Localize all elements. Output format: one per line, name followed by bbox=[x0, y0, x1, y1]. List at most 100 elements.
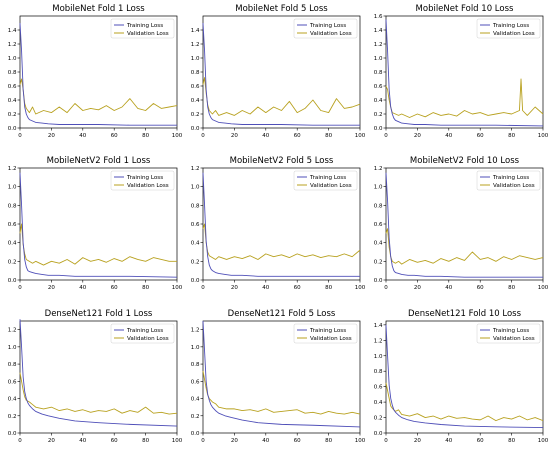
x-tick-label: 60 bbox=[111, 133, 118, 139]
x-tick-label: 0 bbox=[384, 133, 388, 139]
x-tick-label: 0 bbox=[201, 438, 205, 444]
legend-label: Validation Loss bbox=[310, 336, 352, 342]
y-tick-label: 1.4 bbox=[8, 28, 17, 34]
y-tick-label: 0.2 bbox=[8, 112, 17, 118]
x-tick-label: 40 bbox=[262, 285, 269, 291]
loss-panel: DenseNet121 Fold 1 Loss 0.0 0.2 0.4 0.6 0.8 1.… bbox=[8, 309, 183, 444]
y-tick-label: 1.4 bbox=[374, 323, 383, 329]
y-tick-label: 1.2 bbox=[374, 166, 383, 172]
y-tick-label: 0.8 bbox=[191, 203, 200, 209]
x-tick-label: 100 bbox=[538, 285, 549, 291]
y-tick-label: 0.8 bbox=[374, 369, 383, 375]
legend-label: Validation Loss bbox=[127, 336, 169, 342]
x-tick-label: 0 bbox=[384, 438, 388, 444]
legend-label: Training Loss bbox=[492, 23, 529, 29]
x-tick-label: 0 bbox=[18, 285, 22, 291]
y-tick-label: 0.4 bbox=[374, 98, 383, 104]
training-loss-line bbox=[19, 172, 178, 278]
y-tick-label: 0.6 bbox=[191, 84, 200, 90]
x-tick-label: 40 bbox=[262, 133, 269, 139]
legend-label: Validation Loss bbox=[310, 183, 352, 189]
x-tick-label: 60 bbox=[294, 133, 301, 139]
y-tick-label: 0.2 bbox=[374, 416, 383, 422]
loss-panel: MobileNetV2 Fold 1 Loss 0.0 0.2 0.4 0.6 0.8 1.… bbox=[8, 156, 183, 291]
x-tick-label: 80 bbox=[325, 438, 332, 444]
x-tick-label: 40 bbox=[445, 133, 452, 139]
legend-label: Training Loss bbox=[126, 23, 163, 29]
x-tick-label: 60 bbox=[111, 438, 118, 444]
x-tick-label: 60 bbox=[477, 438, 484, 444]
y-tick-label: 0.4 bbox=[374, 241, 383, 247]
loss-panel: DenseNet121 Fold 5 Loss 0.0 0.2 0.4 0.6 0.8 1.… bbox=[191, 309, 366, 444]
validation-loss-line bbox=[385, 382, 544, 422]
x-tick-label: 60 bbox=[294, 285, 301, 291]
x-tick-label: 20 bbox=[231, 133, 238, 139]
legend-label: Training Loss bbox=[309, 328, 346, 334]
y-tick-label: 1.2 bbox=[8, 166, 17, 172]
y-tick-label: 1.4 bbox=[374, 28, 383, 34]
training-loss-line bbox=[202, 22, 360, 126]
y-tick-label: 0.0 bbox=[8, 126, 17, 132]
y-tick-label: 0.4 bbox=[191, 397, 200, 403]
y-tick-label: 1.0 bbox=[374, 354, 383, 360]
x-tick-label: 0 bbox=[201, 285, 205, 291]
y-tick-label: 0.4 bbox=[374, 400, 383, 406]
legend-box bbox=[476, 170, 541, 191]
legend-label: Training Loss bbox=[309, 23, 346, 29]
y-tick-label: 0.4 bbox=[8, 98, 17, 104]
x-tick-label: 40 bbox=[445, 285, 452, 291]
x-tick-label: 40 bbox=[79, 133, 86, 139]
x-tick-label: 100 bbox=[172, 438, 183, 444]
y-tick-label: 1.0 bbox=[8, 56, 17, 62]
y-tick-label: 0.0 bbox=[191, 278, 200, 284]
training-loss-line bbox=[385, 324, 544, 429]
y-tick-label: 0.8 bbox=[191, 362, 200, 368]
y-tick-label: 1.2 bbox=[374, 338, 383, 344]
loss-panel: DenseNet121 Fold 10 Loss 0.0 0.2 0.4 0.6 0.8 1… bbox=[374, 309, 549, 444]
y-tick-label: 0.2 bbox=[374, 112, 383, 118]
legend-label: Training Loss bbox=[126, 328, 163, 334]
x-tick-label: 60 bbox=[294, 438, 301, 444]
training-loss-line bbox=[19, 319, 178, 427]
y-tick-label: 1.0 bbox=[8, 185, 17, 191]
legend-box bbox=[476, 18, 541, 39]
panel-title: MobileNet Fold 5 Loss bbox=[235, 4, 328, 14]
loss-panel: MobileNet Fold 5 Loss 0.0 0.2 0.4 0.6 0.8 1.0 1… bbox=[191, 4, 366, 139]
y-tick-label: 1.2 bbox=[191, 166, 200, 172]
x-tick-label: 80 bbox=[325, 133, 332, 139]
y-tick-label: 0.8 bbox=[8, 362, 17, 368]
validation-loss-line bbox=[385, 228, 544, 265]
y-tick-label: 1.0 bbox=[191, 56, 200, 62]
x-tick-label: 100 bbox=[538, 438, 549, 444]
x-tick-label: 100 bbox=[172, 285, 183, 291]
x-tick-label: 100 bbox=[538, 133, 549, 139]
training-loss-line bbox=[385, 19, 544, 127]
y-tick-label: 0.4 bbox=[191, 241, 200, 247]
x-tick-label: 80 bbox=[325, 285, 332, 291]
x-tick-label: 0 bbox=[384, 285, 388, 291]
training-loss-line bbox=[19, 22, 177, 126]
y-tick-label: 1.0 bbox=[374, 185, 383, 191]
y-tick-label: 1.2 bbox=[374, 42, 383, 48]
training-loss-line bbox=[202, 320, 361, 428]
y-tick-label: 0.4 bbox=[8, 397, 17, 403]
x-tick-label: 80 bbox=[142, 438, 149, 444]
y-tick-label: 0.2 bbox=[8, 414, 17, 420]
x-tick-label: 60 bbox=[477, 285, 484, 291]
y-tick-label: 0.0 bbox=[374, 431, 383, 437]
panel-title: DenseNet121 Fold 1 Loss bbox=[45, 309, 153, 319]
y-tick-label: 0.6 bbox=[374, 84, 383, 90]
y-tick-label: 1.2 bbox=[191, 42, 200, 48]
y-tick-label: 0.6 bbox=[191, 379, 200, 385]
x-tick-label: 80 bbox=[508, 438, 515, 444]
loss-panel: MobileNetV2 Fold 10 Loss 0.0 0.2 0.4 0.6 0.8 1… bbox=[374, 156, 549, 291]
x-tick-label: 20 bbox=[414, 285, 421, 291]
x-tick-label: 40 bbox=[262, 438, 269, 444]
y-tick-label: 0.6 bbox=[8, 379, 17, 385]
legend-box bbox=[293, 18, 358, 39]
panel-title: DenseNet121 Fold 5 Loss bbox=[228, 309, 336, 319]
y-tick-label: 0.6 bbox=[191, 222, 200, 228]
legend-label: Training Loss bbox=[492, 328, 529, 334]
y-tick-label: 1.6 bbox=[374, 14, 383, 20]
panel-title: MobileNet Fold 1 Loss bbox=[52, 4, 145, 14]
